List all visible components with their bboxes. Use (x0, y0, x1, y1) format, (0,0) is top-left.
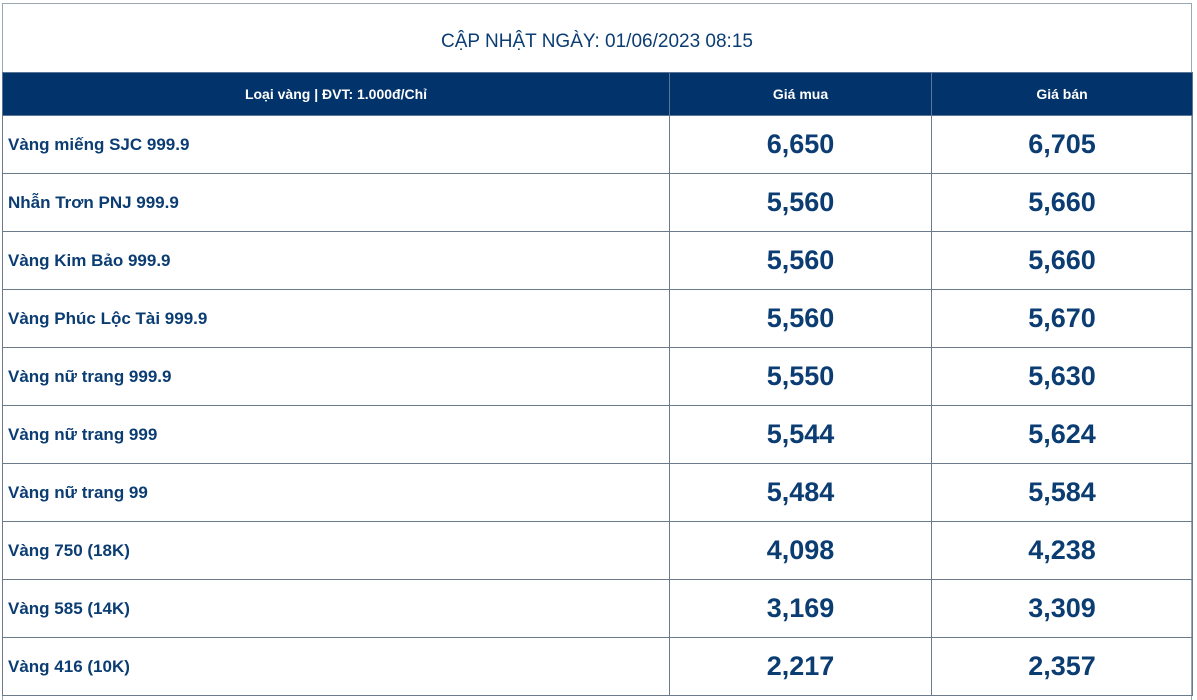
buy-price: 2,217 (669, 637, 932, 696)
price-row: Vàng miếng SJC 999.9 6,650 6,705 (2, 115, 1193, 174)
sell-price: 5,624 (931, 405, 1193, 464)
gold-type: Nhẫn Trơn PNJ 999.9 (2, 173, 670, 232)
sell-price: 5,630 (931, 347, 1193, 406)
buy-price: 5,560 (669, 289, 932, 348)
buy-price: 5,484 (669, 463, 932, 522)
header-row: Loại vàng | ĐVT: 1.000đ/Chỉ Giá mua Giá … (2, 72, 1193, 116)
buy-price: 5,550 (669, 347, 932, 406)
buy-price: 5,544 (669, 405, 932, 464)
gold-type: Vàng Kim Bảo 999.9 (2, 231, 670, 290)
column-header: Giá mua (669, 72, 932, 116)
gold-type: Vàng 585 (14K) (2, 579, 670, 638)
price-row: Vàng Kim Bảo 999.9 5,560 5,660 (2, 231, 1193, 290)
gold-type: Vàng miếng SJC 999.9 (2, 115, 670, 174)
sell-price: 3,309 (931, 579, 1193, 638)
price-row: Vàng nữ trang 99 5,484 5,584 (2, 463, 1193, 522)
price-row: Vàng Phúc Lộc Tài 999.9 5,560 5,670 (2, 289, 1193, 348)
price-row: Vàng nữ trang 999.9 5,550 5,630 (2, 347, 1193, 406)
buy-price: 5,560 (669, 173, 932, 232)
gold-type: Vàng nữ trang 999 (2, 405, 670, 464)
sell-price: 4,238 (931, 521, 1193, 580)
column-header: Giá bán (931, 72, 1193, 116)
sell-price: 6,705 (931, 115, 1193, 174)
price-panel: CẬP NHẬT NGÀY: 01/06/2023 08:15 Loại vàn… (2, 3, 1193, 700)
price-table: Loại vàng | ĐVT: 1.000đ/Chỉ Giá mua Giá … (2, 72, 1193, 696)
price-row: Vàng 416 (10K) 2,217 2,357 (2, 637, 1193, 696)
price-row: Vàng 585 (14K) 3,169 3,309 (2, 579, 1193, 638)
gold-type: Vàng 416 (10K) (2, 637, 670, 696)
update-title: CẬP NHẬT NGÀY: 01/06/2023 08:15 (441, 31, 753, 52)
gold-type: Vàng Phúc Lộc Tài 999.9 (2, 289, 670, 348)
sell-price: 2,357 (931, 637, 1193, 696)
gold-type: Vàng nữ trang 99 (2, 463, 670, 522)
table-body: Vàng miếng SJC 999.9 6,650 6,705 Nhẫn Trơn … (2, 115, 1193, 696)
sell-price: 5,670 (931, 289, 1193, 348)
buy-price: 3,169 (669, 579, 932, 638)
sell-price: 5,584 (931, 463, 1193, 522)
price-row: Nhẫn Trơn PNJ 999.9 5,560 5,660 (2, 173, 1193, 232)
sell-price: 5,660 (931, 173, 1193, 232)
gold-type: Vàng 750 (18K) (2, 521, 670, 580)
price-row: Vàng nữ trang 999 5,544 5,624 (2, 405, 1193, 464)
sell-price: 5,660 (931, 231, 1193, 290)
buy-price: 5,560 (669, 231, 932, 290)
buy-price: 4,098 (669, 521, 932, 580)
price-row: Vàng 750 (18K) 4,098 4,238 (2, 521, 1193, 580)
buy-price: 6,650 (669, 115, 932, 174)
gold-type: Vàng nữ trang 999.9 (2, 347, 670, 406)
column-header: Loại vàng | ĐVT: 1.000đ/Chỉ (2, 72, 670, 116)
